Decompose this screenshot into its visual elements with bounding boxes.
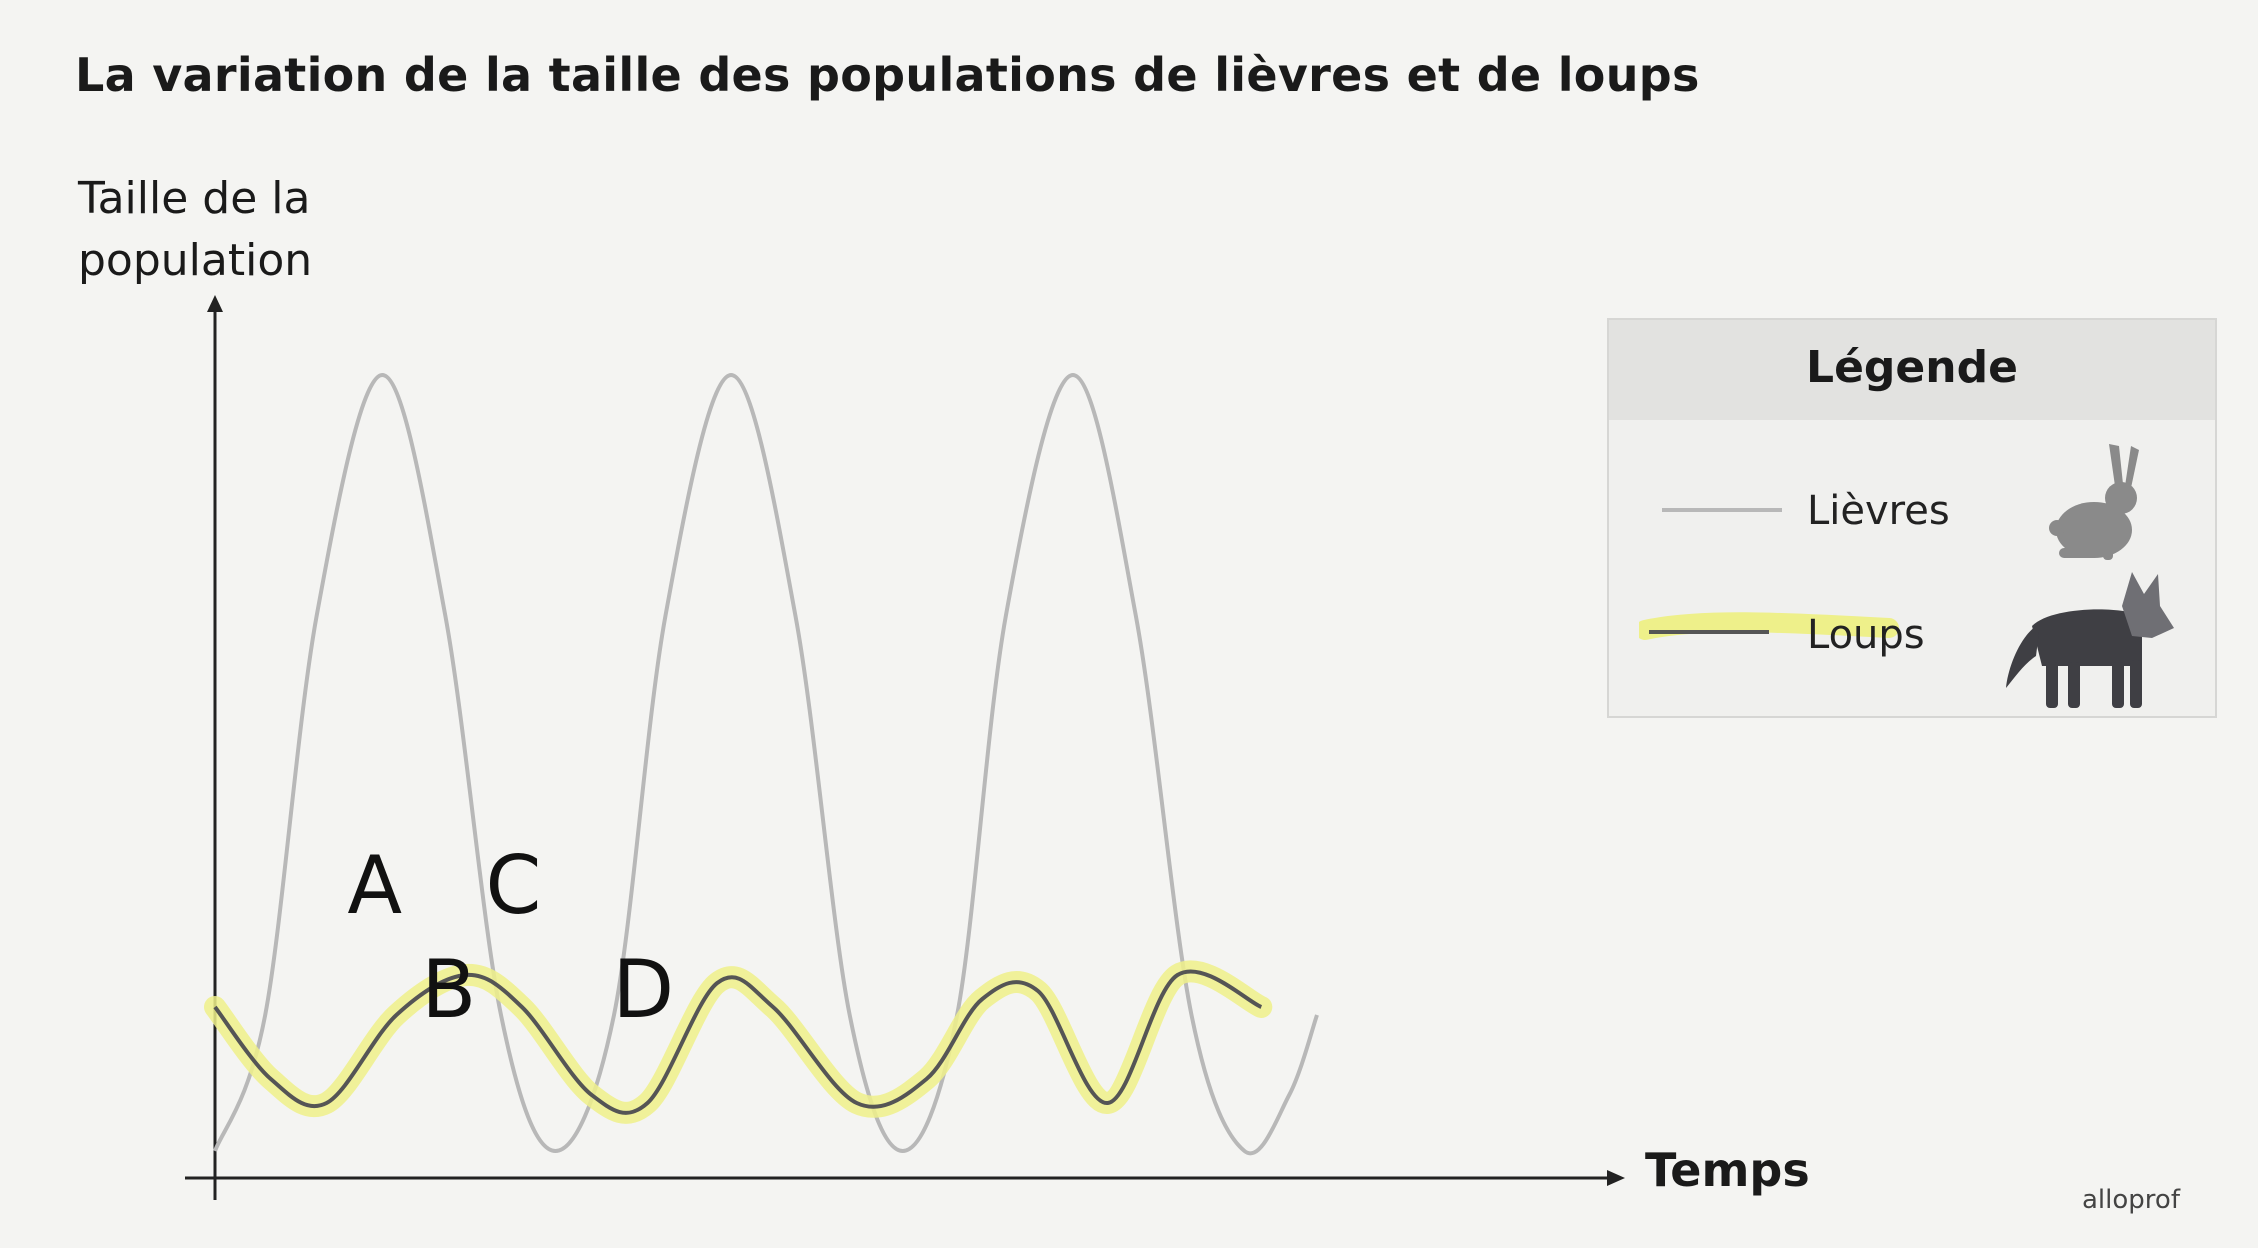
wolf-icon <box>2006 572 2174 708</box>
legend: Légende Lièvres Loups <box>1607 318 2217 718</box>
alloprof-watermark: alloprof <box>2082 1185 2180 1215</box>
legend-label-wolves: Loups <box>1807 612 1925 658</box>
hare-icon <box>2049 444 2139 560</box>
x-axis-label: Temps <box>1645 1143 1810 1197</box>
point-label-b: B <box>421 943 477 1036</box>
point-label-d: D <box>612 943 675 1036</box>
point-label-a: A <box>347 839 403 932</box>
series-layer <box>204 372 1319 1156</box>
y-axis-label: Taille de la population <box>78 173 313 286</box>
series-highlight-loups <box>204 960 1273 1124</box>
x-axis-arrow <box>1607 1170 1625 1186</box>
point-label-c: C <box>485 839 542 932</box>
legend-label-hares: Lièvres <box>1807 488 1950 534</box>
y-axis-arrow <box>207 295 223 312</box>
series-line-loups <box>213 969 1263 1115</box>
legend-swatch-hares <box>1662 508 1782 512</box>
legend-title: Légende <box>1806 342 2018 393</box>
legend-header: Légende <box>1609 320 2215 420</box>
chart-title: La variation de la taille des population… <box>75 48 1700 102</box>
series-line-lievres <box>213 372 1319 1156</box>
legend-swatch-wolves <box>1639 612 1899 640</box>
